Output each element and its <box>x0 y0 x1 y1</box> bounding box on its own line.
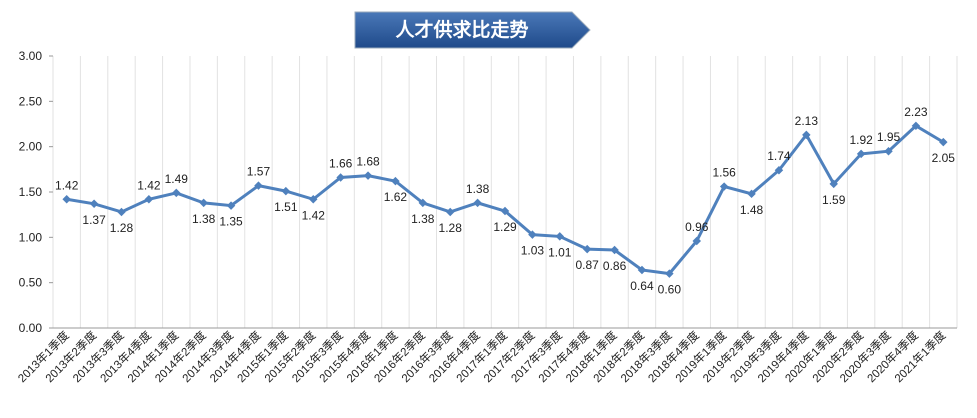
data-point <box>391 176 400 186</box>
data-label: 0.64 <box>630 279 654 293</box>
data-label: 1.28 <box>439 221 463 235</box>
data-point <box>336 173 345 182</box>
data-point <box>62 195 71 204</box>
data-label: 0.86 <box>603 259 627 273</box>
data-point <box>281 186 291 196</box>
y-tick-label: 3.00 <box>19 49 43 63</box>
data-label: 1.51 <box>274 200 298 214</box>
chart-title: 人才供求比走势 <box>395 18 528 41</box>
data-label: 1.42 <box>302 208 326 222</box>
data-label: 1.57 <box>247 165 271 179</box>
y-tick-label: 0.00 <box>19 321 43 335</box>
data-label: 1.35 <box>219 215 243 229</box>
y-tick-label: 2.50 <box>19 94 43 108</box>
data-point <box>418 198 428 208</box>
data-point <box>363 171 373 180</box>
data-label: 1.28 <box>110 221 134 235</box>
data-point <box>117 207 126 217</box>
data-label: 1.48 <box>740 203 764 217</box>
data-point <box>500 206 510 216</box>
data-label: 1.38 <box>192 212 216 226</box>
data-label: 1.42 <box>137 178 161 192</box>
data-label: 1.56 <box>712 166 736 180</box>
data-label: 1.59 <box>822 193 846 207</box>
data-label: 1.38 <box>466 182 490 196</box>
data-label: 1.29 <box>493 220 517 234</box>
data-label: 1.37 <box>82 213 106 227</box>
data-point <box>144 195 154 204</box>
y-tick-label: 2.00 <box>19 140 43 154</box>
data-point <box>308 195 318 204</box>
data-label: 1.62 <box>384 190 408 204</box>
data-point <box>226 201 236 210</box>
data-point <box>89 199 99 209</box>
data-label: 1.92 <box>849 133 873 147</box>
data-point <box>473 198 482 208</box>
data-label: 1.42 <box>55 178 79 192</box>
data-label: 1.01 <box>548 245 572 259</box>
data-line <box>66 123 945 276</box>
data-label: 1.49 <box>165 172 189 186</box>
y-tick-label: 0.50 <box>19 276 43 290</box>
data-point <box>445 207 455 217</box>
data-label: 0.87 <box>576 258 600 272</box>
y-tick-label: 1.50 <box>19 185 43 199</box>
data-label: 2.13 <box>795 114 819 128</box>
data-label: 1.38 <box>411 212 435 226</box>
data-label: 1.03 <box>521 244 545 258</box>
data-point <box>172 188 181 198</box>
data-label: 1.74 <box>767 149 791 163</box>
data-point <box>665 269 674 278</box>
data-label: 1.68 <box>356 155 380 169</box>
data-label: 1.95 <box>877 130 901 144</box>
y-tick-label: 1.00 <box>19 230 43 244</box>
data-point <box>637 265 647 275</box>
title-banner <box>354 11 591 49</box>
data-label: 1.66 <box>329 156 353 170</box>
data-label: 2.05 <box>932 151 956 165</box>
data-point <box>199 198 208 208</box>
data-label: 0.96 <box>685 220 709 234</box>
data-label: 2.23 <box>904 105 928 119</box>
data-label: 0.60 <box>658 283 682 297</box>
